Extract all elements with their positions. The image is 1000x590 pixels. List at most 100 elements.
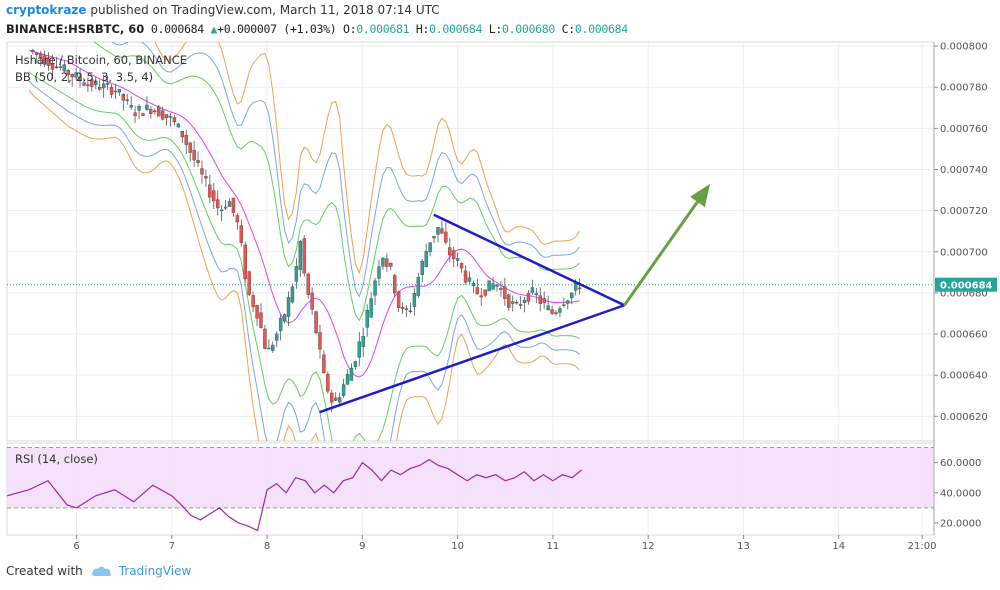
candle [50, 54, 55, 80]
time-tick-label: 21:00 [908, 541, 937, 552]
bollinger-bands [28, 42, 581, 441]
candle-body [74, 72, 78, 78]
candle-body [196, 160, 200, 163]
candle-body [507, 294, 511, 308]
candle [514, 299, 519, 305]
price-tick-label: 0.000640 [940, 371, 988, 382]
candle-body [455, 258, 460, 261]
low-label: L: [488, 22, 503, 36]
candle-body [499, 288, 503, 290]
candle [133, 105, 137, 124]
candle-body [491, 283, 495, 290]
candle [74, 67, 78, 80]
bb-basis [28, 49, 580, 378]
open-label: O: [343, 22, 357, 36]
candle-body [483, 289, 487, 296]
candle [357, 331, 362, 367]
candle-body [436, 227, 440, 235]
ohlc-line: BINANCE:HSRBTC, 60 0.000684 ▲+0.000007 (… [6, 22, 628, 36]
candle [192, 140, 196, 168]
candle-body [184, 134, 188, 145]
symbol-label[interactable]: BINANCE:HSRBTC, 60 [6, 22, 145, 36]
candle [231, 197, 236, 217]
candle [66, 68, 70, 83]
candle [448, 238, 452, 263]
rsi-line [6, 458, 582, 532]
candle [86, 77, 90, 93]
time-tick-label: 10 [451, 541, 464, 552]
rsi-tick-label: 60.0000 [940, 458, 981, 469]
close-label: C: [561, 22, 576, 36]
candle [153, 108, 157, 115]
candle [542, 291, 546, 310]
candle [149, 106, 153, 119]
candle [455, 252, 460, 267]
candle-body [448, 247, 452, 256]
candle-body [369, 298, 373, 318]
candle [113, 83, 118, 100]
price-tick-label: 0.000760 [940, 124, 988, 135]
candle-body [534, 293, 539, 296]
candle [200, 160, 204, 184]
candle [570, 292, 574, 305]
candle [479, 287, 483, 306]
candle [278, 314, 283, 341]
candle-body [31, 50, 35, 52]
publisher-username[interactable]: cryptokraze [6, 3, 87, 17]
candle-body [149, 108, 153, 114]
candle-body [314, 311, 318, 334]
candle-body [357, 341, 362, 358]
bb-inner-lower [28, 71, 580, 441]
candle-body [538, 295, 542, 304]
candle-body [121, 94, 126, 101]
rsi-tick-label: 20.0000 [940, 518, 981, 529]
candle-body [518, 304, 523, 306]
price-tick-label: 0.000700 [940, 247, 988, 258]
bb-legend: BB (50, 2, 2.5, 3, 3.5, 4) [15, 70, 153, 84]
candle-body [231, 197, 236, 213]
candle [365, 304, 369, 337]
candle-body [46, 57, 51, 66]
candle [459, 262, 464, 273]
candle [271, 341, 275, 353]
candle-body [39, 53, 43, 59]
candle [471, 280, 476, 294]
bb-outer-upper [154, 42, 581, 275]
candle-body [164, 114, 169, 119]
candle [46, 52, 51, 71]
candle [385, 253, 389, 272]
high-label: H: [415, 22, 430, 36]
candle-body [526, 293, 531, 302]
bb-outer-lower [28, 89, 580, 441]
low-value: 0.000680 [502, 22, 556, 36]
candle [554, 310, 558, 316]
time-tick-label: 14 [832, 541, 845, 552]
candle [275, 331, 279, 347]
candle-body [514, 301, 519, 304]
candle-body [416, 276, 421, 296]
candle [251, 291, 255, 313]
candle-body [129, 105, 133, 108]
candle [373, 277, 377, 305]
tradingview-brand[interactable]: TradingView [118, 564, 192, 578]
candle-body [479, 295, 483, 298]
candle-body [420, 260, 424, 275]
candle [326, 371, 330, 394]
candle-body [503, 286, 507, 300]
candle-body [278, 317, 283, 331]
candle [204, 169, 208, 187]
candle-body [444, 231, 448, 243]
candle-body [113, 90, 118, 93]
bb-mid-lower [28, 80, 580, 441]
candle [219, 205, 224, 222]
rsi-band-fill [7, 447, 934, 508]
candle [164, 114, 169, 126]
candle [290, 283, 295, 304]
candle-body [247, 271, 251, 295]
wedge-lower-trendline [319, 304, 625, 414]
candle-body [259, 312, 263, 328]
candle-body [35, 52, 39, 55]
up-arrow-icon: ▲ [210, 22, 218, 36]
price-chart[interactable]: 0.000800 0.000780 0.000760 0.000740 0.000720… [0, 0, 1000, 560]
candle-body [263, 328, 267, 349]
